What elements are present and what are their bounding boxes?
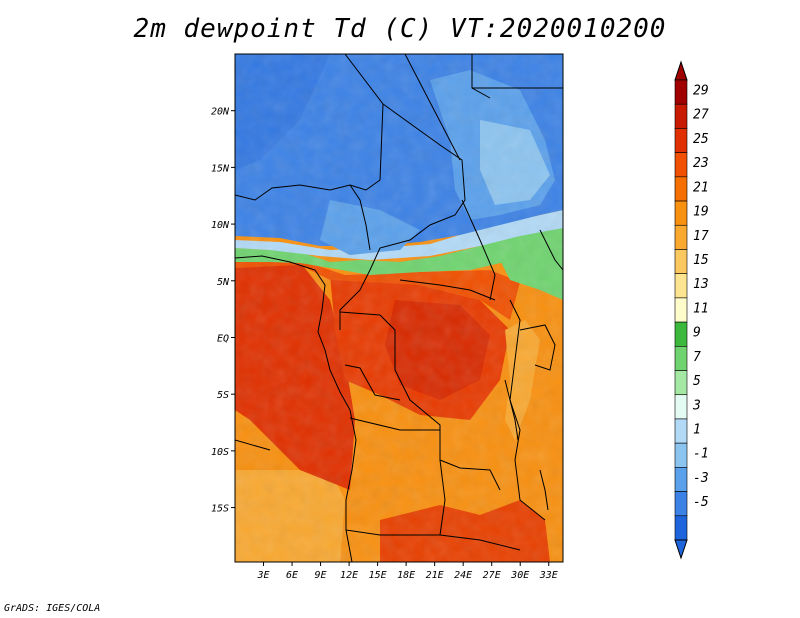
colorbar-label: 15 (693, 253, 709, 268)
border-car (399, 279, 496, 301)
x-tick-label: 33E (539, 570, 558, 581)
y-tick-label: 10S (211, 447, 229, 458)
border-congo-2 (344, 364, 401, 401)
y-tick-label: 20N (211, 107, 230, 118)
borders (235, 54, 563, 562)
border-east-3 (519, 324, 556, 371)
border-north-2 (379, 103, 466, 249)
colorbar-label: 11 (693, 301, 709, 316)
y-tick-label: 10N (211, 220, 230, 231)
colorbar-swatch (674, 249, 688, 274)
x-tick-label: 27E (483, 570, 501, 581)
colorbar-label: 17 (693, 229, 709, 244)
colorbar-swatch (674, 442, 688, 468)
field-layer (235, 54, 563, 562)
plot-frame (234, 53, 564, 563)
border-south-2 (439, 459, 446, 536)
x-tick-label: 24E (454, 570, 472, 581)
colorbar-swatch (674, 79, 688, 105)
colorbar-swatch (674, 515, 688, 541)
colorbar-label: 23 (693, 156, 709, 171)
x-tick-label: 21E (426, 570, 444, 581)
colorbar-label: 1 (693, 422, 701, 437)
colorbar-label: -1 (693, 447, 709, 462)
colorbar-swatch (674, 491, 688, 517)
border-east-1 (509, 299, 546, 521)
y-tick-label: EQ (217, 333, 229, 344)
lake-tanganyika (504, 379, 519, 441)
colorbar-label: 21 (693, 180, 709, 195)
colorbar-label: 13 (693, 277, 709, 292)
colorbar-label: 29 (693, 84, 709, 99)
colorbar-swatch (674, 128, 688, 153)
border-north-5 (471, 54, 491, 99)
y-axis: 20N 15N 10N 5N EQ 5S 10S 15S (211, 107, 235, 515)
x-tick-label: 6E (286, 570, 298, 581)
colorbar-swatch (674, 394, 688, 420)
colorbar-label: -5 (693, 495, 709, 510)
colorbar-swatch (674, 297, 688, 323)
x-tick-label: 9E (315, 570, 327, 581)
colorbar-min-arrow (674, 539, 688, 560)
colorbar-swatch (674, 346, 688, 371)
colorbar-label: 19 (693, 205, 709, 220)
colorbar-max-arrow (674, 60, 688, 81)
colorbar-swatch (674, 418, 688, 444)
coastline-west (235, 255, 357, 562)
x-tick-label: 30E (510, 570, 529, 581)
colorbar-label: 3 (692, 398, 701, 413)
colorbar-swatch (674, 200, 688, 226)
x-tick-label: 12E (340, 570, 358, 581)
colorbar-label: 27 (693, 108, 709, 123)
colorbar-swatch (674, 321, 688, 347)
border-east-2 (539, 229, 563, 271)
border-sahel-1 (461, 199, 496, 301)
colorbar-swatch (674, 152, 688, 178)
colorbar-label: 7 (693, 350, 701, 365)
credit-text: GrADS: IGES/COLA (4, 603, 101, 614)
x-tick-label: 15E (369, 570, 387, 581)
colorbar-swatch (674, 176, 688, 202)
border-north-1 (235, 54, 384, 201)
colorbar-swatch (674, 103, 688, 129)
y-tick-label: 15S (211, 504, 229, 515)
colorbar: 29 27 25 23 21 19 17 15 13 11 9 7 5 3 1 -1 -3 -5 (674, 60, 709, 560)
colorbar-swatch (674, 224, 688, 250)
lake-malawi (539, 469, 549, 511)
border-congo-1 (339, 311, 441, 460)
border-chad (349, 184, 371, 251)
map-title: 2m dewpoint Td (C) VT:2020010200 (133, 14, 667, 44)
x-axis: 3E 6E 9E 12E 15E 18E 21E 24E 27E 30E 33E (256, 562, 558, 581)
y-tick-label: 15N (211, 163, 230, 174)
colorbar-label: 25 (693, 132, 709, 147)
colorbar-swatch (674, 370, 688, 396)
colorbar-label: -3 (693, 471, 709, 486)
y-tick-label: 5N (217, 277, 230, 288)
border-sahel-2 (339, 247, 381, 330)
colorbar-label: 5 (693, 374, 701, 389)
border-north-3 (404, 54, 461, 161)
colorbar-swatch (674, 467, 688, 492)
border-sw (235, 439, 271, 451)
y-tick-label: 5S (217, 390, 229, 401)
x-tick-label: 3E (256, 570, 269, 581)
colorbar-label: 9 (693, 326, 701, 341)
colorbar-swatch (674, 273, 688, 299)
x-tick-label: 18E (397, 570, 415, 581)
